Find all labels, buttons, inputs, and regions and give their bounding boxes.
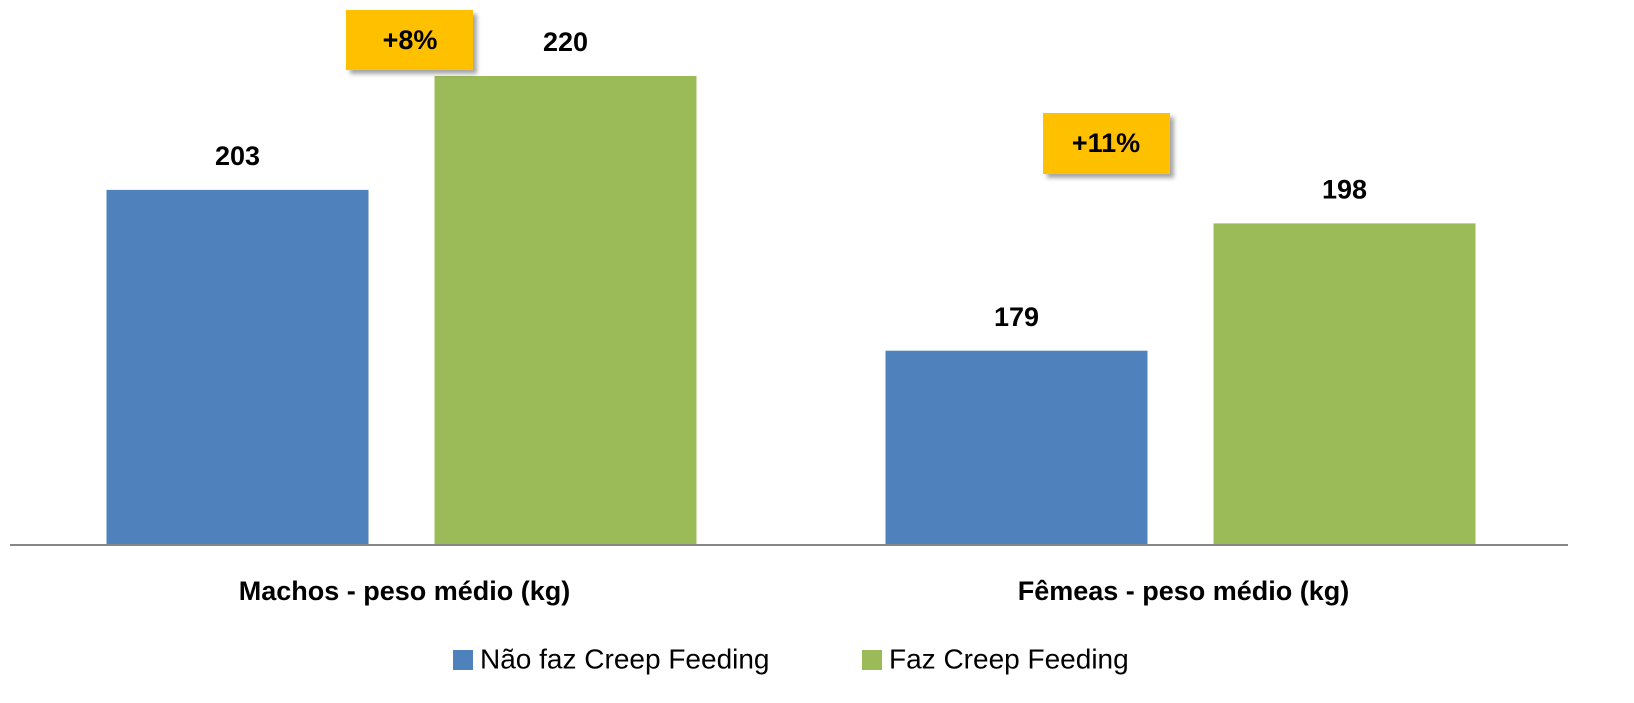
annotation: +8%	[346, 10, 473, 70]
legend-swatch	[453, 650, 473, 670]
annotation-text: +11%	[1072, 128, 1140, 158]
data-label: 198	[1322, 175, 1367, 205]
annotation-box	[1043, 113, 1170, 174]
legend-label: Faz Creep Feeding	[889, 643, 1129, 674]
x-tick-label: Machos - peso médio (kg)	[239, 576, 571, 606]
annotation: +11%	[1043, 113, 1170, 174]
bar	[885, 350, 1148, 545]
data-label: 220	[543, 27, 588, 57]
x-tick-label: Fêmeas - peso médio (kg)	[1018, 576, 1350, 606]
legend-swatch	[862, 650, 882, 670]
bar	[1213, 223, 1476, 545]
data-label: 203	[215, 141, 260, 171]
annotation-box	[346, 10, 473, 70]
legend-label: Não faz Creep Feeding	[480, 643, 770, 674]
bar	[106, 189, 369, 545]
annotation-text: +8%	[383, 25, 438, 55]
bar	[434, 76, 697, 545]
data-label: 179	[994, 302, 1039, 332]
